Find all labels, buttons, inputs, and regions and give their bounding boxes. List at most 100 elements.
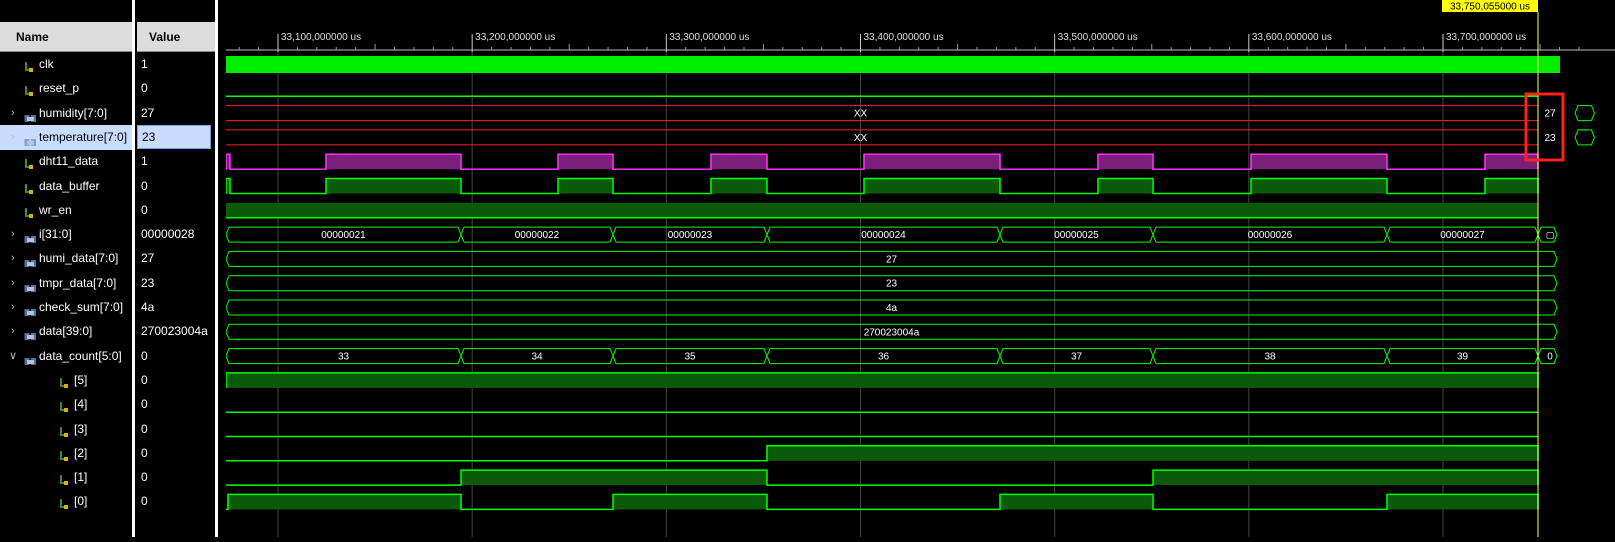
bit1-wave-high-fill (1153, 470, 1538, 486)
signal-name: [5] (74, 372, 88, 387)
signal-value: 27 (141, 105, 155, 120)
signal-row[interactable]: › temperature[7:0] (0, 124, 132, 150)
dht11-data-wave (188, 153, 1539, 170)
i-value-label: 00000022 (515, 230, 560, 241)
signal-row[interactable]: [4] (0, 392, 132, 417)
humi-data-label: 27 (886, 254, 898, 265)
data-buffer-wave-high-fill (1485, 178, 1538, 194)
data-count-label: 34 (531, 352, 543, 363)
signal-name-panel: Name clk reset_p › humidity[7:0] › temperatur… (0, 0, 135, 537)
highlight-box (1524, 92, 1565, 162)
temperature-end-label: 23 (1544, 133, 1556, 144)
bus-signal-icon (24, 132, 37, 157)
bit0-wave-high-fill (1387, 494, 1538, 510)
tmpr-data-bus (225, 275, 1558, 292)
bus-signal-icon (24, 302, 37, 327)
i-value-label: 00000027 (1440, 230, 1485, 241)
signal-value: 27 (141, 251, 155, 266)
scalar-signal-icon (59, 422, 69, 447)
signal-row[interactable]: clk (0, 52, 132, 77)
tmpr-data-label: 23 (886, 279, 898, 290)
wr-en-fill (226, 202, 1538, 218)
scalar-signal-icon (24, 154, 34, 179)
data-bus (225, 323, 1558, 340)
chevron-right-icon[interactable]: › (11, 325, 15, 338)
signal-name: i[31:0] (39, 227, 72, 242)
signal-name: [2] (74, 445, 88, 460)
panel-divider[interactable] (215, 0, 218, 537)
bus-signal-icon (24, 229, 37, 254)
data-count-label: 36 (878, 352, 890, 363)
cursor-time-label: 33,750,055000 us (1450, 2, 1530, 13)
name-column-header[interactable]: Name (0, 22, 135, 52)
ruler-tick-label: 33,100,000000 us (281, 32, 361, 43)
dht11-data-wave-high-fill (1251, 154, 1387, 170)
chevron-right-icon[interactable]: › (11, 276, 15, 289)
chevron-right-icon[interactable]: › (11, 130, 15, 143)
bit1-wave (225, 469, 1539, 486)
chevron-right-icon[interactable]: › (11, 301, 15, 313)
signal-row[interactable]: › check_sum[7:0] (0, 295, 132, 320)
bit1-wave-high-fill (461, 470, 767, 486)
humidity-bus-end (1574, 105, 1595, 122)
signal-row[interactable]: [5] (0, 368, 132, 393)
chevron-down-icon[interactable]: ∨ (9, 349, 18, 362)
data-count-label: 39 (1457, 352, 1469, 363)
signal-row[interactable]: wr_en (0, 198, 132, 223)
signal-value: 00000028 (141, 227, 195, 242)
waveform-area[interactable]: 33,100,000000 us 33,200,000000 us 33,300,0… (187, 0, 1615, 537)
signal-row[interactable]: data_buffer (0, 174, 132, 199)
column-divider[interactable] (132, 0, 135, 537)
chevron-right-icon[interactable]: › (11, 228, 15, 241)
chevron-right-icon[interactable]: › (11, 252, 15, 265)
scalar-signal-icon (24, 203, 34, 228)
ruler-tick-label: 33,700,000000 us (1446, 32, 1526, 43)
signal-row[interactable]: [3] (0, 417, 132, 442)
signal-name: tmpr_data[7:0] (39, 275, 117, 290)
signal-value: 23 (141, 275, 155, 290)
data-buffer-wave-high-fill (226, 178, 230, 194)
time-ruler (226, 0, 1615, 52)
data-buffer-wave-high-fill (326, 178, 461, 194)
signal-row[interactable]: [1] (0, 465, 132, 490)
bus-signal-icon (24, 108, 37, 133)
data-count-bus (1537, 348, 1558, 365)
data-buffer-wave-high-fill (711, 178, 767, 194)
signal-value: 0 (141, 470, 148, 485)
signal-name: humi_data[7:0] (39, 251, 119, 266)
data-buffer-wave-high-fill (1251, 178, 1387, 194)
signal-row[interactable]: › data[39:0] (0, 319, 132, 344)
dht11-data-wave-high-fill (711, 154, 767, 170)
signal-row[interactable]: › tmpr_data[7:0] (0, 271, 132, 296)
data-label: 270023004a (864, 327, 920, 338)
ruler-tick-label: 33,600,000000 us (1252, 32, 1332, 43)
signal-row[interactable]: ∨ data_count[5:0] (0, 344, 132, 369)
bit0-wave-high-fill (228, 494, 461, 510)
bus-signal-icon (24, 278, 37, 303)
signal-row[interactable]: reset_p (0, 76, 132, 101)
data-buffer-wave-high-fill (558, 178, 613, 194)
signal-row[interactable]: [0] (0, 489, 132, 514)
chevron-right-icon[interactable]: › (11, 106, 15, 119)
ruler-tick-label: 33,200,000000 us (475, 32, 555, 43)
value-column-header[interactable]: Value (137, 22, 217, 52)
temperature-xx-label: XX (854, 133, 868, 144)
signal-row[interactable]: › i[31:0] (0, 222, 132, 247)
signal-value: 0 (141, 372, 148, 387)
i-value-label: 00000021 (321, 230, 366, 241)
check-sum-bus (225, 299, 1558, 316)
i-end-marker: ▢ (1546, 230, 1555, 240)
signal-row[interactable]: [2] (0, 441, 132, 466)
signal-value-panel: Value 1 0 27 23 1 0 0 00000028 27 23 4a 270023004a 0… (137, 0, 223, 537)
signal-row[interactable]: dht11_data (0, 149, 132, 174)
signal-value: 4a (141, 300, 155, 314)
scalar-signal-icon (59, 373, 69, 398)
signal-name: [0] (74, 494, 88, 509)
dht11-data-wave-high-fill (1098, 154, 1153, 170)
signal-row[interactable]: › humi_data[7:0] (0, 246, 132, 271)
data-count-label: 38 (1264, 352, 1276, 363)
signal-row[interactable]: › humidity[7:0] (0, 101, 132, 126)
i-value-label: 00000026 (1248, 230, 1293, 241)
data-count-end-label: 0 (1547, 352, 1553, 363)
bit5-wave-high-fill (226, 372, 1538, 388)
